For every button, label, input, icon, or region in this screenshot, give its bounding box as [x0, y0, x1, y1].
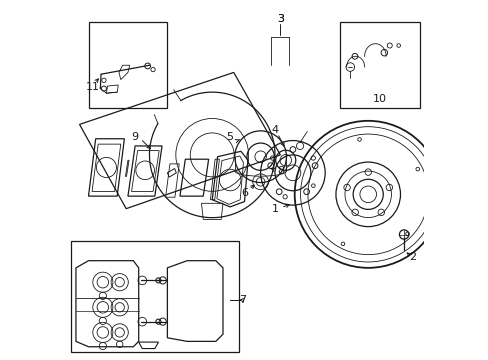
Text: 11: 11 — [86, 82, 100, 92]
Text: 3: 3 — [276, 14, 283, 24]
Text: 5: 5 — [226, 132, 233, 142]
Text: 8: 8 — [276, 166, 284, 176]
Text: 1: 1 — [271, 204, 278, 214]
Text: 10: 10 — [372, 94, 386, 104]
Text: 4: 4 — [271, 125, 278, 135]
Text: 2: 2 — [408, 252, 416, 262]
Text: 6: 6 — [241, 188, 247, 198]
Text: 7: 7 — [239, 295, 246, 305]
Text: 9: 9 — [131, 132, 139, 142]
Text: 3: 3 — [276, 14, 283, 24]
